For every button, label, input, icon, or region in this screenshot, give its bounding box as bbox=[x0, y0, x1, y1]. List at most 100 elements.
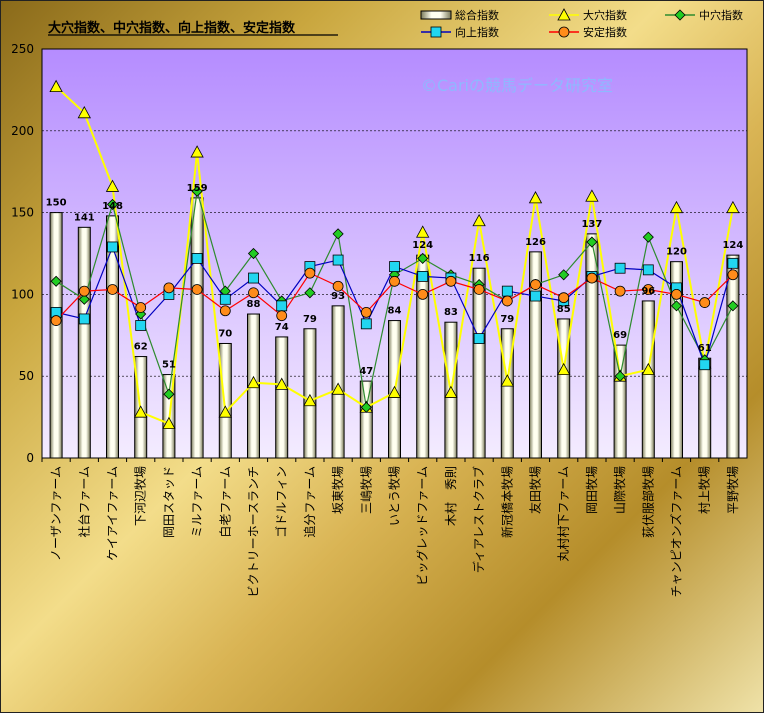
marker-circle bbox=[558, 26, 570, 38]
bar bbox=[585, 233, 599, 459]
marker-diamond bbox=[50, 275, 62, 287]
marker-triangle bbox=[134, 405, 148, 418]
marker-triangle bbox=[444, 385, 458, 398]
bar-data-label: 124 bbox=[722, 240, 743, 251]
marker-circle bbox=[501, 295, 513, 307]
bar-data-label: 70 bbox=[218, 328, 232, 339]
bar-data-label: 74 bbox=[275, 322, 289, 333]
bar bbox=[472, 267, 486, 459]
bar-data-label: 141 bbox=[74, 212, 95, 223]
x-tick-label: いとう牧場 bbox=[388, 466, 402, 526]
marker-diamond bbox=[670, 300, 683, 312]
legend-label: 安定指数 bbox=[583, 25, 627, 39]
marker-square bbox=[135, 320, 147, 331]
x-tick-label: ビクトリーホースランチ bbox=[247, 466, 261, 597]
marker-circle bbox=[107, 284, 118, 295]
bar bbox=[726, 254, 740, 459]
marker-square bbox=[107, 241, 118, 253]
marker-circle bbox=[473, 284, 485, 295]
marker-triangle bbox=[585, 189, 599, 202]
marker-circle bbox=[699, 297, 711, 308]
marker-circle bbox=[50, 315, 62, 326]
legend-label: 中穴指数 bbox=[699, 8, 743, 22]
marker-triangle bbox=[557, 8, 571, 21]
marker-triangle bbox=[105, 179, 120, 192]
marker-diamond bbox=[106, 198, 119, 210]
legend-label: 向上指数 bbox=[455, 25, 499, 39]
x-tick-label: 追分ファーム bbox=[302, 466, 317, 538]
marker-diamond bbox=[304, 287, 316, 299]
x-tick-label: ビッグレッドファーム bbox=[416, 466, 430, 586]
marker-square bbox=[614, 262, 626, 274]
marker-square bbox=[473, 333, 485, 344]
x-tick-label: ミルファーム bbox=[190, 466, 204, 538]
x-tick-label: 坂東牧場 bbox=[331, 466, 345, 514]
x-tick-label: ディアレストクラブ bbox=[471, 466, 486, 573]
marker-square bbox=[642, 264, 654, 276]
marker-triangle bbox=[669, 200, 684, 214]
marker-circle bbox=[389, 275, 400, 287]
marker-triangle bbox=[557, 362, 571, 376]
x-tick-label: 新冠橋本牧場 bbox=[499, 466, 514, 538]
bar-data-label: 96 bbox=[641, 286, 655, 297]
marker-circle bbox=[135, 302, 147, 313]
lines-layer bbox=[49, 79, 740, 430]
legend-swatch-bar bbox=[420, 10, 452, 20]
marker-square bbox=[699, 359, 711, 371]
marker-circle bbox=[558, 292, 570, 304]
marker-square bbox=[417, 271, 429, 282]
bar bbox=[641, 300, 655, 459]
bar bbox=[613, 344, 627, 459]
bar-data-label: 124 bbox=[412, 240, 433, 251]
x-tick-label: 白老ファーム bbox=[217, 466, 232, 538]
bar-data-label: 88 bbox=[247, 299, 261, 310]
marker-square bbox=[501, 285, 513, 297]
marker-square bbox=[727, 257, 739, 269]
axis-layer: 0 50 100 150 200 250 ノーザンファーム 社台ファーム ケイアイファーム 下河辺… bbox=[11, 42, 740, 597]
marker-circle bbox=[276, 310, 288, 322]
bar-data-label: 79 bbox=[500, 314, 514, 325]
bar-data-label: 83 bbox=[444, 307, 458, 318]
marker-diamond bbox=[674, 9, 686, 21]
marker-square bbox=[276, 300, 288, 312]
marker-diamond bbox=[727, 300, 739, 312]
marker-circle bbox=[163, 282, 175, 294]
marker-circle bbox=[304, 267, 316, 279]
bar bbox=[106, 215, 119, 459]
x-tick-label: 丸村村下ファーム bbox=[557, 466, 571, 562]
marker-circle bbox=[248, 287, 259, 299]
marker-triangle bbox=[190, 145, 204, 158]
bar-data-label: 137 bbox=[581, 219, 602, 230]
bar-data-label: 79 bbox=[303, 314, 317, 325]
bar-data-label: 126 bbox=[525, 237, 546, 248]
marker-circle bbox=[219, 305, 231, 317]
bar bbox=[49, 212, 63, 459]
bar bbox=[303, 328, 317, 459]
marker-square bbox=[219, 293, 231, 305]
x-tick-label: ゴドルフィン bbox=[274, 466, 289, 538]
bar-data-label: 85 bbox=[557, 304, 571, 315]
marker-triangle bbox=[528, 191, 543, 204]
marker-diamond bbox=[163, 388, 175, 400]
bar bbox=[416, 254, 430, 459]
marker-triangle bbox=[303, 393, 317, 407]
bar-data-label: 61 bbox=[698, 343, 712, 354]
marker-circle bbox=[445, 275, 457, 287]
x-tick-label: 岡田牧場 bbox=[585, 466, 599, 514]
x-tick-label: 荻伏服部牧場 bbox=[640, 466, 655, 538]
marker-circle bbox=[614, 285, 626, 297]
bar-data-label: 159 bbox=[187, 183, 208, 194]
marker-square bbox=[430, 26, 442, 38]
marker-diamond bbox=[78, 293, 90, 305]
bar bbox=[218, 342, 232, 459]
x-tick-label: チャンピオンズファーム bbox=[669, 466, 684, 597]
x-tick-label: 友田牧場 bbox=[529, 466, 543, 514]
marker-triangle bbox=[246, 375, 261, 389]
bar-data-label: 116 bbox=[469, 253, 490, 264]
marker-diamond bbox=[417, 252, 429, 264]
x-tick-label: 平野牧場 bbox=[726, 466, 740, 514]
bar bbox=[698, 357, 712, 459]
